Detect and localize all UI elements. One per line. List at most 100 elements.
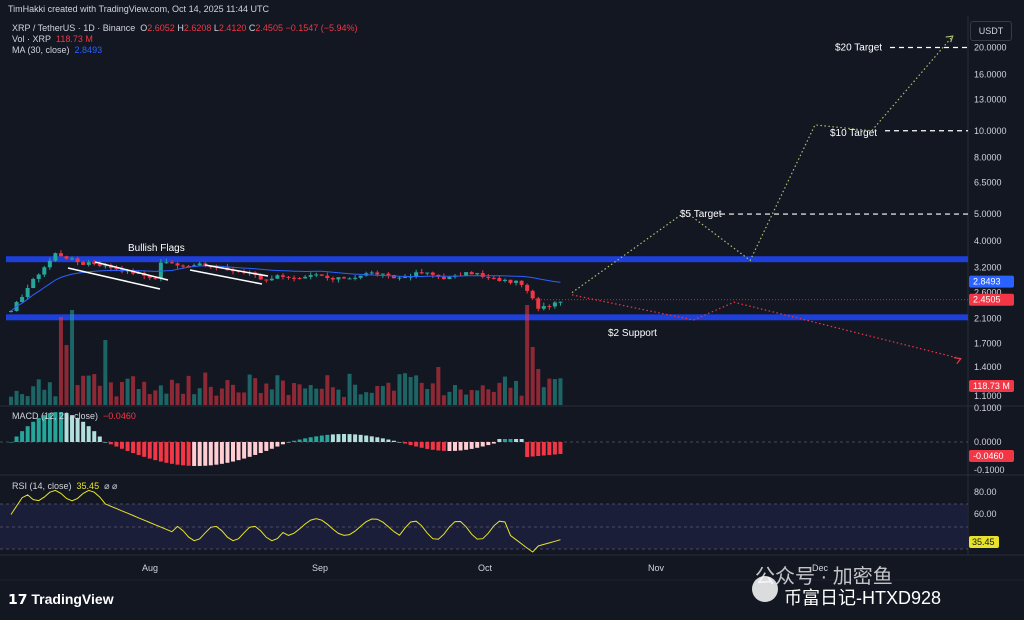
- macd-histogram-bar: [242, 442, 247, 459]
- candle-body: [380, 273, 385, 275]
- volume-bar: [231, 384, 235, 405]
- candle-body: [292, 277, 297, 279]
- macd-histogram-bar: [419, 442, 424, 448]
- volume-bar: [14, 390, 19, 405]
- volume-bar: [391, 390, 396, 405]
- macd-histogram-bar: [125, 442, 130, 451]
- tradingview-logo[interactable]: 𝟭𝟳 TradingView: [8, 591, 114, 608]
- watermark-line2: 币富日记-HTXD928: [784, 588, 942, 608]
- volume-bar: [97, 385, 102, 405]
- macd-tick-label: -0.0460: [973, 451, 1004, 461]
- volume-bar: [58, 317, 63, 405]
- volume-bar: [486, 389, 491, 405]
- volume-bar: [142, 381, 147, 405]
- volume-bar: [480, 385, 485, 405]
- currency-button[interactable]: USDT: [970, 21, 1012, 41]
- time-tick-nov: Nov: [648, 563, 665, 573]
- macd-histogram-bar: [225, 442, 230, 463]
- macd-histogram-bar: [497, 439, 502, 442]
- volume-label[interactable]: Vol · XRP: [12, 34, 52, 44]
- volume-bar: [175, 383, 180, 405]
- volume-bar: [408, 377, 413, 405]
- macd-histogram-bar: [258, 442, 263, 453]
- macd-histogram-bar: [58, 412, 63, 442]
- volume-bar: [380, 386, 385, 405]
- volume-bar: [86, 375, 91, 405]
- macd-histogram-bar: [403, 442, 408, 444]
- macd-histogram-bar: [397, 442, 402, 443]
- candle-body: [97, 264, 102, 266]
- price-tick-label: 20.0000: [974, 43, 1007, 53]
- macd-histogram-bar: [369, 436, 374, 442]
- volume-bar: [347, 373, 352, 405]
- macd-histogram-bar: [475, 442, 480, 448]
- volume-bar: [64, 345, 69, 405]
- candle-body: [425, 272, 430, 274]
- macd-histogram-bar: [486, 442, 491, 446]
- candle-body: [502, 279, 507, 281]
- candle-body: [20, 297, 25, 303]
- macd-histogram-bar: [508, 439, 513, 442]
- volume-bar: [497, 382, 502, 405]
- ma-label[interactable]: MA (30, close): [12, 45, 70, 55]
- candle-body: [303, 276, 308, 279]
- candle-body: [541, 306, 546, 309]
- macd-histogram-bar: [491, 442, 496, 444]
- candle-body: [64, 256, 69, 259]
- macd-label[interactable]: MACD (12, 26, close): [12, 411, 99, 421]
- candle-body: [31, 278, 36, 288]
- price-tick-label: 10.0000: [974, 126, 1007, 136]
- symbol-name[interactable]: XRP / TetherUS · 1D · Binance: [12, 23, 136, 33]
- macd-histogram-bar: [186, 442, 191, 466]
- candle-body: [547, 306, 552, 308]
- candle-body: [536, 298, 541, 309]
- legend-row-volume: Vol · XRP 118.73 M: [12, 34, 358, 45]
- candle-body: [519, 280, 524, 285]
- macd-histogram-bar: [75, 418, 80, 442]
- macd-histogram-bar: [158, 442, 163, 462]
- macd-histogram-bar: [319, 435, 324, 442]
- volume-marker: 118.73 M: [973, 381, 1010, 391]
- candle-body: [369, 272, 374, 274]
- bull-arrow-head: [945, 35, 954, 43]
- candle-body: [92, 262, 97, 265]
- price-tick-label: 2.1000: [974, 313, 1002, 323]
- volume-bar: [419, 382, 424, 405]
- macd-histogram-bar: [280, 442, 285, 445]
- last-price-marker-bg: [969, 293, 1014, 306]
- volume-bar: [308, 385, 313, 405]
- macd-histogram-bar: [136, 442, 141, 455]
- volume-bar: [330, 387, 335, 405]
- candle-body: [186, 266, 191, 268]
- macd-histogram-bar: [25, 426, 30, 442]
- candle-body: [347, 278, 352, 280]
- volume-bar: [81, 375, 86, 405]
- rsi-tick-label: 60.00: [974, 509, 997, 519]
- macd-histogram-bar: [530, 442, 535, 457]
- volume-bar: [552, 379, 557, 405]
- volume-bar: [458, 389, 463, 405]
- macd-histogram-bar: [469, 442, 474, 449]
- macd-histogram-bar: [447, 442, 452, 451]
- macd-histogram-bar: [86, 426, 91, 442]
- candle-body: [530, 290, 535, 299]
- rsi-label[interactable]: RSI (14, close): [12, 481, 72, 491]
- macd-histogram-bar: [164, 442, 169, 463]
- volume-bar: [9, 396, 13, 405]
- volume-bar: [253, 378, 258, 405]
- macd-histogram-bar: [20, 431, 25, 442]
- volume-value: 118.73 M: [56, 34, 93, 44]
- open-label: O: [140, 23, 148, 33]
- macd-histogram-bar: [247, 442, 252, 457]
- macd-marker-bg: [969, 450, 1014, 462]
- volume-bar: [197, 388, 202, 405]
- volume-bar: [525, 305, 530, 405]
- volume-bar: [192, 394, 197, 405]
- candle-body: [397, 277, 402, 279]
- candle-body: [269, 278, 274, 281]
- macd-histogram-bar: [303, 438, 308, 442]
- open-value: 2.6052: [147, 23, 175, 33]
- candle-body: [336, 277, 341, 280]
- macd-histogram-bar: [391, 440, 396, 442]
